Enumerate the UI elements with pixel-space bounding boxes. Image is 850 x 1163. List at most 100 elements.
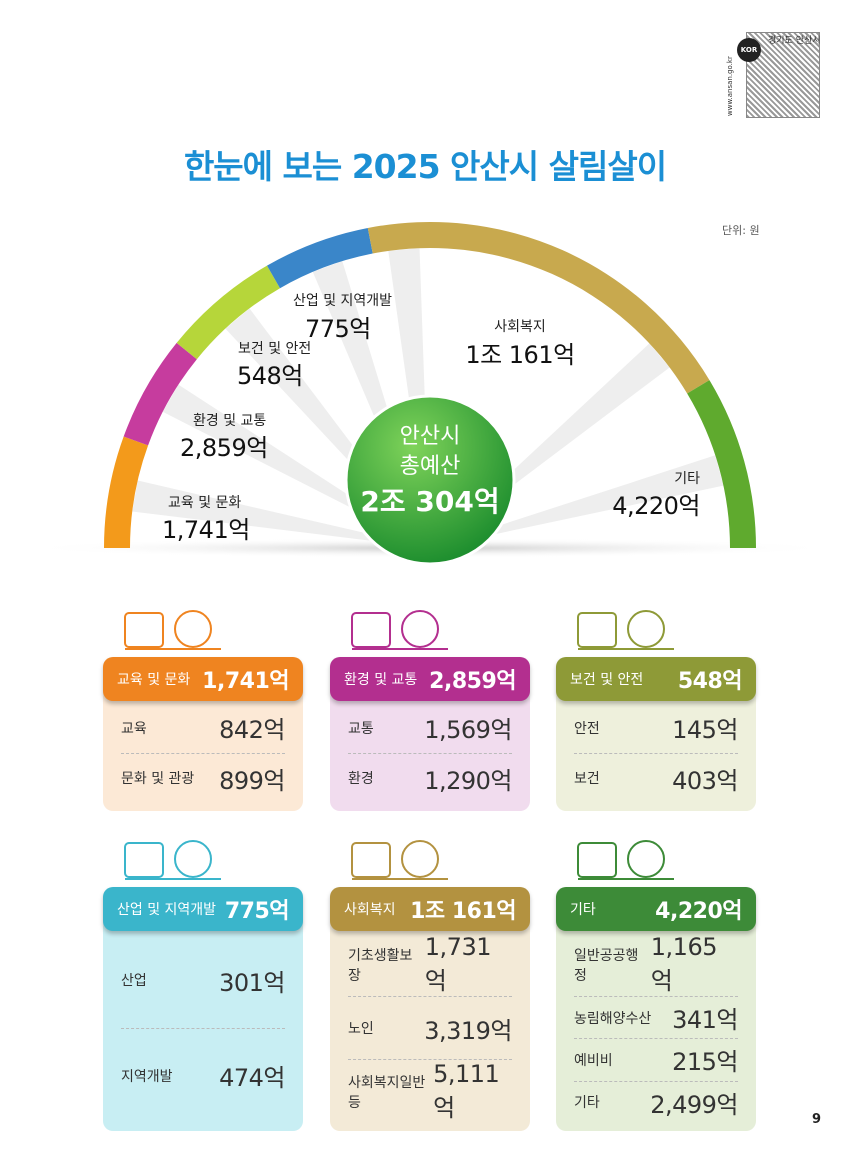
gauge-label: 보건 및 안전 [238, 341, 312, 357]
arc-segment [267, 227, 373, 289]
arc-segment [687, 380, 756, 548]
gauge-amount: 1,741억 [162, 516, 250, 544]
item-label: 기초생활보장 [348, 947, 413, 984]
gauge-label: 산업 및 지역개발 [293, 293, 393, 309]
item-amount: 215억 [672, 1048, 738, 1077]
arc-segment [123, 342, 197, 446]
icon-shape [401, 610, 439, 648]
item-amount: 899억 [219, 766, 285, 795]
gauge-amount: 775억 [305, 315, 371, 343]
unit-note: 단위: 원 [722, 224, 760, 237]
arc-segment [176, 265, 280, 360]
item-label: 기타 [574, 1095, 600, 1112]
item-label: 환경 [348, 771, 374, 788]
item-amount: 474억 [219, 1064, 285, 1093]
gauge-label: 기타 [674, 471, 700, 487]
gauge-amount: 2,859억 [180, 434, 268, 462]
card-body: 기초생활보장 1,731억 노인 3,319억 사회복지일반 등 5,111억 [330, 921, 530, 1131]
item-amount: 1,290억 [424, 766, 512, 795]
item-row: 노인 3,319억 [348, 997, 512, 1060]
total-line: 총예산 [399, 454, 461, 479]
light-ray [132, 480, 431, 548]
item-label: 보건 [574, 771, 600, 788]
item-label: 지역개발 [121, 1068, 173, 1085]
item-label: 농림해양수산 [574, 1010, 652, 1027]
item-row: 문화 및 관광 899억 [121, 754, 285, 804]
card: 기타 4,220억 일반공공행정 1,165억 농림해양수산 341억 예비비 215억 기타 2… [556, 840, 756, 1131]
card-header: 환경 및 교통 2,859억 [330, 657, 530, 701]
badge: KOR [737, 38, 761, 62]
item-amount: 1,165억 [650, 933, 718, 995]
item-label: 예비비 [574, 1052, 613, 1069]
item-row: 산업 301억 [121, 933, 285, 1029]
card: 보건 및 안전 548억 안전 145억 보건 403억 [556, 610, 756, 811]
icon-shape [174, 610, 212, 648]
item-label: 교육 [121, 720, 147, 737]
item-label: 일반공공행정 [574, 947, 639, 984]
item-label: 문화 및 관광 [121, 771, 195, 788]
total-line: 안산시 [399, 424, 461, 449]
arc-segment [367, 222, 710, 394]
item-amount: 842억 [219, 716, 285, 745]
item-row: 지역개발 474억 [121, 1029, 285, 1124]
icon [577, 610, 674, 650]
gauge-label: 교육 및 문화 [168, 495, 242, 511]
card-amount: 1조 161억 [410, 899, 516, 924]
icon-shape [351, 842, 391, 878]
item-amount: 341억 [672, 1006, 738, 1035]
total-amount: 2조 304억 [360, 485, 500, 518]
card-title: 사회복지 [344, 902, 396, 918]
icon [351, 840, 448, 880]
icon-shape [577, 612, 617, 648]
card-amount: 1,741억 [202, 669, 289, 694]
icon [124, 610, 221, 650]
gauge-label: 환경 및 교통 [193, 413, 267, 429]
item-row: 환경 1,290억 [348, 754, 512, 804]
card-amount: 4,220억 [655, 899, 742, 924]
item-row: 안전 145억 [574, 703, 738, 754]
item-amount: 3,319억 [424, 1016, 512, 1045]
url: www.ansan.go.kr [726, 56, 734, 116]
title: 한눈에 보는 2025 안산시 살림살이 [183, 147, 667, 186]
item-row: 기초생활보장 1,731억 [348, 933, 512, 997]
light-ray [430, 455, 724, 548]
icon-shape [627, 610, 665, 648]
gauge-label: 사회복지 [494, 319, 546, 335]
item-label: 교통 [348, 720, 374, 737]
item-amount: 2,499억 [650, 1090, 738, 1119]
item-amount: 403억 [672, 766, 738, 795]
card-header: 교육 및 문화 1,741억 [103, 657, 303, 701]
card-title: 환경 및 교통 [344, 672, 418, 688]
icon-shape [577, 842, 617, 878]
total-circle [344, 394, 516, 566]
card-amount: 2,859억 [429, 669, 516, 694]
icon-shape [401, 840, 439, 878]
icon [577, 840, 674, 880]
item-label: 사회복지일반 등 [348, 1074, 426, 1111]
gauge-amount: 4,220억 [612, 492, 700, 520]
card-title: 보건 및 안전 [570, 672, 644, 688]
icon-shape [351, 612, 391, 648]
icon-shape [124, 842, 164, 878]
item-row: 농림해양수산 341억 [574, 997, 738, 1040]
card-header: 기타 4,220억 [556, 887, 756, 931]
card-header: 산업 및 지역개발 775억 [103, 887, 303, 931]
item-amount: 1,569억 [424, 716, 512, 745]
icon-shape [174, 840, 212, 878]
card-amount: 775억 [224, 899, 290, 924]
card-title: 기타 [570, 902, 596, 918]
icon-shape [627, 840, 665, 878]
item-amount: 1,731억 [424, 933, 492, 995]
item-amount: 145억 [672, 716, 738, 745]
item-label: 노인 [348, 1021, 374, 1037]
gauge-amount: 1조 161억 [465, 341, 575, 369]
item-label: 안전 [574, 720, 600, 737]
icon [124, 840, 221, 880]
gauge [20, 222, 840, 566]
